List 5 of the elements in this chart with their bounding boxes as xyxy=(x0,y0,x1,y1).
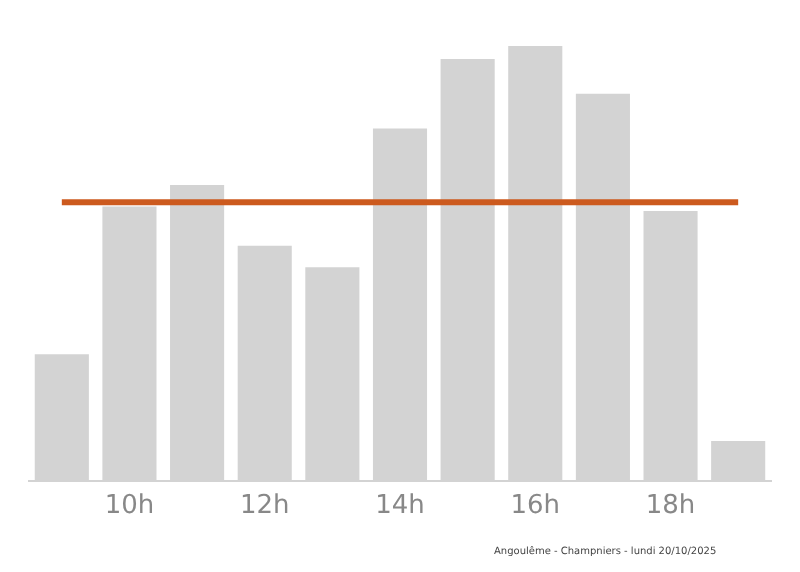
x-tick-label: 16h xyxy=(510,491,561,522)
x-tick-label: 18h xyxy=(645,491,696,522)
x-tick-label: 14h xyxy=(375,491,425,522)
x-tick-label: 12h xyxy=(239,491,290,522)
x-tick-label: 10h xyxy=(104,491,155,522)
